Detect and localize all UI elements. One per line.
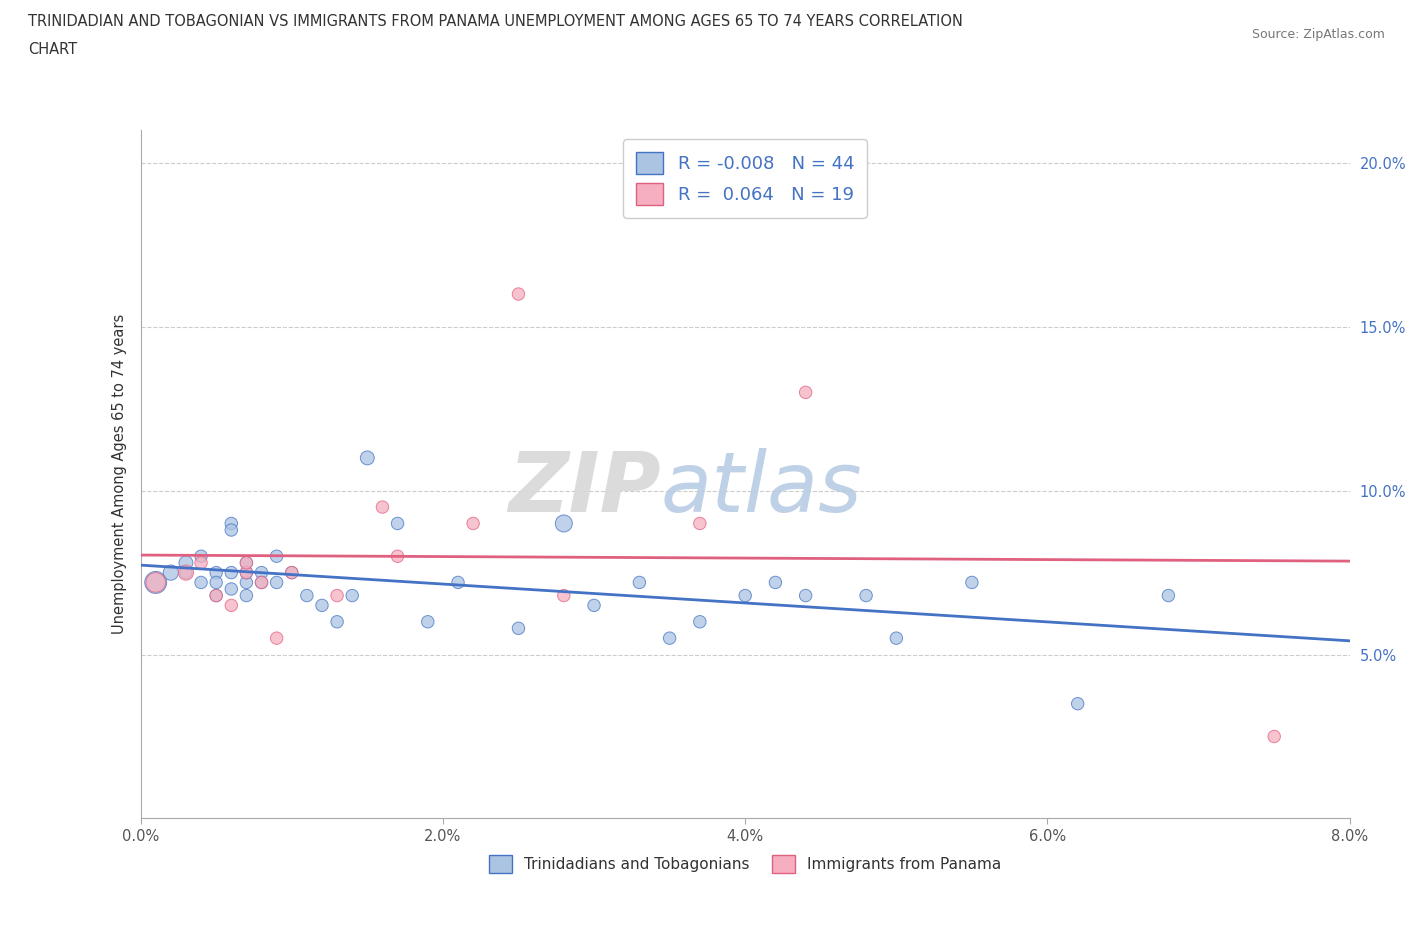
Point: [235, 575, 257, 590]
Point: [1067, 697, 1090, 711]
Point: [295, 588, 318, 603]
Point: [416, 615, 439, 630]
Point: [160, 565, 183, 580]
Point: [235, 565, 257, 580]
Point: [205, 588, 228, 603]
Point: [794, 385, 817, 400]
Point: [250, 575, 273, 590]
Point: [174, 555, 197, 570]
Point: [508, 286, 530, 301]
Point: [205, 565, 228, 580]
Point: [553, 588, 575, 603]
Point: [734, 588, 756, 603]
Point: [356, 450, 378, 465]
Text: TRINIDADIAN AND TOBAGONIAN VS IMMIGRANTS FROM PANAMA UNEMPLOYMENT AMONG AGES 65 : TRINIDADIAN AND TOBAGONIAN VS IMMIGRANTS…: [28, 14, 963, 29]
Point: [219, 598, 243, 613]
Point: [461, 516, 484, 531]
Point: [145, 575, 167, 590]
Point: [960, 575, 983, 590]
Point: [235, 565, 257, 580]
Point: [250, 575, 273, 590]
Point: [235, 588, 257, 603]
Point: [583, 598, 606, 613]
Point: [190, 549, 212, 564]
Text: Source: ZipAtlas.com: Source: ZipAtlas.com: [1251, 28, 1385, 41]
Point: [250, 565, 273, 580]
Point: [219, 581, 243, 596]
Legend: Trinidadians and Tobagonians, Immigrants from Panama: Trinidadians and Tobagonians, Immigrants…: [482, 849, 1008, 880]
Point: [266, 631, 288, 645]
Point: [1263, 729, 1285, 744]
Point: [628, 575, 651, 590]
Point: [281, 565, 304, 580]
Point: [689, 516, 711, 531]
Point: [508, 621, 530, 636]
Point: [174, 565, 197, 580]
Point: [190, 575, 212, 590]
Point: [174, 565, 197, 580]
Point: [219, 565, 243, 580]
Point: [387, 516, 409, 531]
Text: CHART: CHART: [28, 42, 77, 57]
Point: [1157, 588, 1180, 603]
Point: [326, 615, 349, 630]
Point: [387, 549, 409, 564]
Point: [342, 588, 364, 603]
Point: [765, 575, 787, 590]
Y-axis label: Unemployment Among Ages 65 to 74 years: Unemployment Among Ages 65 to 74 years: [111, 314, 127, 634]
Point: [266, 549, 288, 564]
Point: [205, 588, 228, 603]
Point: [794, 588, 817, 603]
Point: [235, 555, 257, 570]
Point: [886, 631, 908, 645]
Point: [219, 523, 243, 538]
Point: [235, 555, 257, 570]
Point: [190, 555, 212, 570]
Text: ZIP: ZIP: [508, 447, 661, 528]
Text: atlas: atlas: [661, 447, 862, 528]
Point: [266, 575, 288, 590]
Point: [326, 588, 349, 603]
Point: [371, 499, 394, 514]
Point: [658, 631, 681, 645]
Point: [281, 565, 304, 580]
Point: [855, 588, 877, 603]
Point: [145, 575, 167, 590]
Point: [205, 575, 228, 590]
Point: [553, 516, 575, 531]
Point: [689, 615, 711, 630]
Point: [219, 516, 243, 531]
Point: [447, 575, 470, 590]
Point: [311, 598, 333, 613]
